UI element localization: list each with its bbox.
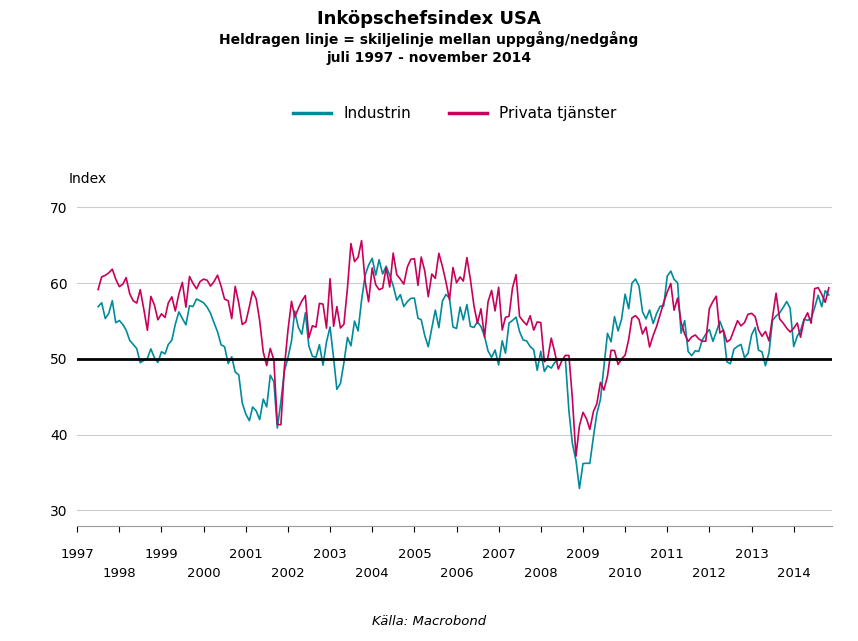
Text: 2005: 2005 (397, 548, 432, 561)
Text: 1997: 1997 (60, 548, 94, 561)
Text: 2001: 2001 (229, 548, 263, 561)
Text: 2006: 2006 (439, 567, 474, 580)
Legend: Industrin, Privata tjänster: Industrin, Privata tjänster (287, 100, 623, 127)
Text: 2013: 2013 (734, 548, 769, 561)
Text: 1998: 1998 (102, 567, 136, 580)
Text: Index: Index (69, 172, 106, 186)
Text: 2002: 2002 (271, 567, 305, 580)
Text: 2011: 2011 (650, 548, 684, 561)
Text: Heldragen linje = skiljelinje mellan uppgång/nedgång: Heldragen linje = skiljelinje mellan upp… (220, 31, 638, 47)
Text: juli 1997 - november 2014: juli 1997 - november 2014 (326, 51, 532, 65)
Text: Inköpschefsindex USA: Inköpschefsindex USA (317, 10, 541, 28)
Text: 2003: 2003 (313, 548, 347, 561)
Text: 2007: 2007 (482, 548, 516, 561)
Text: 2014: 2014 (776, 567, 811, 580)
Text: 2009: 2009 (566, 548, 600, 561)
Text: Källa: Macrobond: Källa: Macrobond (372, 615, 486, 628)
Text: 2012: 2012 (692, 567, 727, 580)
Text: 2010: 2010 (608, 567, 642, 580)
Text: 2004: 2004 (355, 567, 389, 580)
Text: 2008: 2008 (524, 567, 558, 580)
Text: 1999: 1999 (145, 548, 178, 561)
Text: 2000: 2000 (187, 567, 221, 580)
